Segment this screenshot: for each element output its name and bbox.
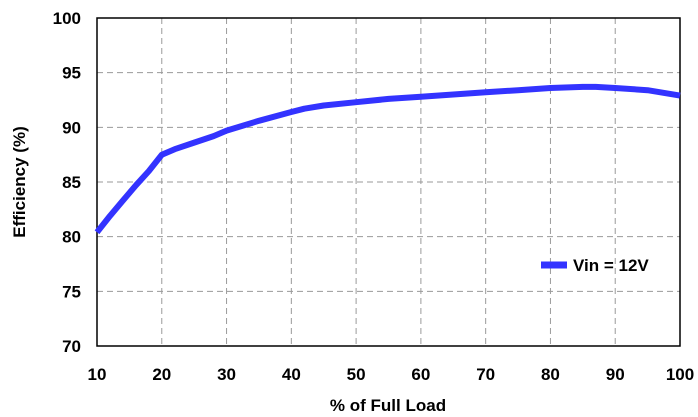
x-tick-label: 20: [152, 365, 171, 384]
legend-label: Vin = 12V: [573, 256, 649, 275]
x-tick-label: 10: [88, 365, 107, 384]
grid: [97, 18, 680, 346]
x-axis-title: % of Full Load: [330, 396, 446, 415]
y-tick-label: 95: [62, 64, 81, 83]
legend: Vin = 12V: [541, 256, 649, 275]
series-line: [97, 87, 680, 232]
x-tick-label: 30: [217, 365, 236, 384]
x-tick-label: 70: [476, 365, 495, 384]
y-tick-label: 100: [53, 9, 81, 28]
x-axis-ticks: 10 20 30 40 50 60 70 80 90 100: [88, 365, 695, 384]
y-tick-label: 90: [62, 118, 81, 137]
x-tick-label: 90: [606, 365, 625, 384]
x-tick-label: 80: [541, 365, 560, 384]
y-tick-label: 80: [62, 228, 81, 247]
series-layer: [97, 87, 680, 232]
y-axis-title: Efficiency (%): [10, 126, 29, 237]
y-axis-ticks: 70 75 80 85 90 95 100: [53, 9, 81, 356]
x-tick-label: 50: [347, 365, 366, 384]
x-tick-label: 60: [411, 365, 430, 384]
y-tick-label: 75: [62, 282, 81, 301]
y-tick-label: 70: [62, 337, 81, 356]
y-tick-label: 85: [62, 173, 81, 192]
x-tick-label: 100: [666, 365, 694, 384]
x-tick-label: 40: [282, 365, 301, 384]
